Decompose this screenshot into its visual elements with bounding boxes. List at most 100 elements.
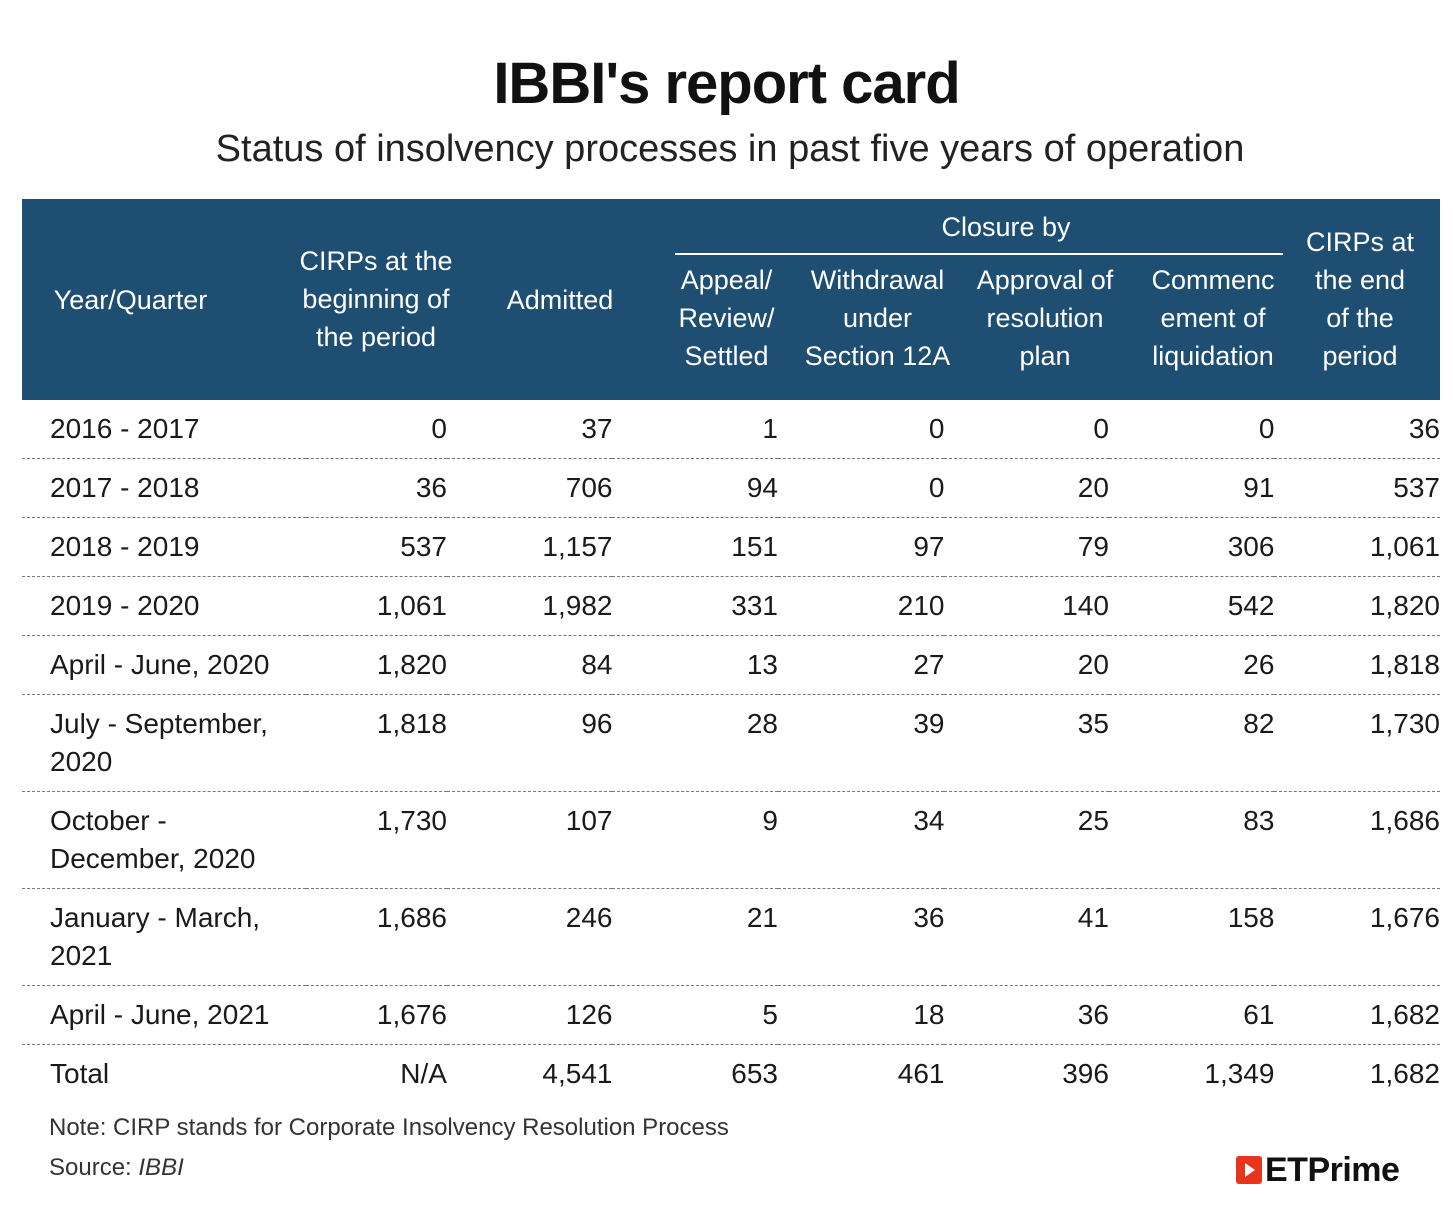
cell-approval: 41	[944, 888, 1109, 986]
table-row: 2018 - 2019 537 1,157 151 97 79 306 1,061	[22, 517, 1440, 577]
cell-end: 537	[1274, 458, 1440, 518]
cell-appeal: 331	[612, 576, 778, 636]
cell-withdrawal: 461	[897, 1058, 945, 1089]
period-label-line: 2016 - 2017	[50, 413, 200, 444]
period-label-line: 2019 - 2020	[50, 590, 200, 621]
table-row: 2019 - 2020 1,061 1,982 331 210 140 542 1,820	[22, 576, 1440, 636]
period-label: 2017 - 2018	[22, 458, 306, 518]
cell-approval: 20	[944, 458, 1109, 518]
cell-approval: 396	[1062, 1058, 1109, 1089]
cell-liquidation: 91	[1108, 458, 1275, 518]
period-label: 2016 - 2017	[22, 400, 306, 459]
cell-admitted: 1,157	[446, 517, 613, 577]
period-label: April - June, 2021	[22, 985, 306, 1045]
table-row: January - March, 2021 1,686 246 21 36 41 158 1,6…	[22, 888, 1440, 986]
period-label: April - June, 2020	[22, 635, 306, 695]
cell-end: 1,818	[1274, 635, 1440, 695]
cell-appeal: 1	[612, 400, 778, 459]
cell-appeal: 9	[612, 791, 778, 889]
cell-begin: 1,730	[306, 791, 447, 889]
period-label: 2018 - 2019	[22, 517, 306, 577]
cell-withdrawal: 27	[777, 635, 945, 695]
cell-begin: 1,061	[306, 576, 447, 636]
cell-liquidation: 158	[1108, 888, 1275, 986]
cell-end: 1,820	[1274, 576, 1440, 636]
cell-admitted: 4,541	[542, 1058, 613, 1089]
period-label-line: April - June, 2021	[50, 999, 270, 1030]
cell-end: 1,682	[1274, 985, 1440, 1045]
cell-withdrawal: 39	[777, 694, 945, 792]
table-header: Year/Quarter CIRPs at the beginning of t…	[22, 199, 1440, 400]
header-commencement-liquidation: Commenc ement of liquidation	[1151, 265, 1275, 371]
data-table: 2016 - 2017 0 37 1 0 0 0 36 2017 - 2018 36 706 94 0 2…	[22, 400, 1440, 1103]
cell-approval: 79	[944, 517, 1109, 577]
header-withdrawal-12a: Withdrawal under Section 12A	[804, 265, 951, 371]
period-label-line: July - September,	[50, 708, 268, 739]
brand-name: ETPrime	[1265, 1150, 1400, 1189]
cell-end: 1,686	[1274, 791, 1440, 889]
cell-admitted: 246	[446, 888, 613, 986]
period-label: October - December, 2020	[22, 791, 306, 889]
period-label-line: 2018 - 2019	[50, 531, 200, 562]
source-label: Source:	[49, 1154, 139, 1181]
cell-approval: 36	[944, 985, 1109, 1045]
cell-appeal: 151	[612, 517, 778, 577]
cell-withdrawal: 18	[777, 985, 945, 1045]
cell-liquidation: 61	[1108, 985, 1275, 1045]
cell-approval: 140	[944, 576, 1109, 636]
cell-begin: N/A	[400, 1058, 447, 1089]
cell-approval: 20	[944, 635, 1109, 695]
cell-appeal: 21	[612, 888, 778, 986]
cell-approval: 35	[944, 694, 1109, 792]
table-row: 2017 - 2018 36 706 94 0 20 91 537	[22, 458, 1440, 518]
period-label-line: 2017 - 2018	[50, 472, 200, 503]
cell-appeal: 28	[612, 694, 778, 792]
table-row: April - June, 2021 1,676 126 5 18 36 61 1,682	[22, 985, 1440, 1045]
header-cirps-beginning: CIRPs at the beginning of the period	[299, 246, 453, 352]
cell-admitted: 96	[446, 694, 613, 792]
cell-begin: 1,686	[306, 888, 447, 986]
cell-admitted: 706	[446, 458, 613, 518]
header-admitted: Admitted	[506, 285, 614, 315]
period-label-line: October -	[50, 805, 167, 836]
cell-withdrawal: 210	[777, 576, 945, 636]
total-row: Total N/A 4,541 653 461 396 1,349 1,682	[22, 1045, 1440, 1104]
header-appeal-review-settled: Appeal/ Review/ Settled	[678, 265, 775, 371]
period-label-line: Total	[50, 1058, 110, 1089]
cell-end: 1,730	[1274, 694, 1440, 792]
period-label-line: January - March,	[50, 902, 261, 933]
period-label-line: 2021	[50, 940, 113, 971]
cell-begin: 537	[306, 517, 447, 577]
cell-appeal: 94	[612, 458, 778, 518]
period-label-line: December, 2020	[50, 843, 256, 874]
period-label: Total	[22, 1045, 306, 1104]
header-approval-resolution-plan: Approval of resolution plan	[976, 265, 1114, 371]
cell-withdrawal: 36	[777, 888, 945, 986]
cell-liquidation: 83	[1108, 791, 1275, 889]
cell-admitted: 37	[446, 400, 613, 459]
cell-admitted: 107	[446, 791, 613, 889]
cell-withdrawal: 0	[777, 400, 945, 459]
header-year-quarter: Year/Quarter	[53, 285, 208, 315]
cell-begin: 1,818	[306, 694, 447, 792]
header-cirps-end: CIRPs at the end of the period	[1305, 227, 1415, 371]
table-row: April - June, 2020 1,820 84 13 27 20 26 1,818	[22, 635, 1440, 695]
period-label: 2019 - 2020	[22, 576, 306, 636]
chart-title: IBBI's report card	[493, 51, 960, 116]
cell-approval: 25	[944, 791, 1109, 889]
table-row: July - September, 2020 1,818 96 28 39 35 82 1,73…	[22, 694, 1440, 792]
cell-liquidation: 0	[1108, 400, 1275, 459]
table-row: October - December, 2020 1,730 107 9 34 25 83 1,…	[22, 791, 1440, 889]
cell-liquidation: 306	[1108, 517, 1275, 577]
cell-withdrawal: 34	[777, 791, 945, 889]
cell-begin: 36	[306, 458, 447, 518]
period-label-line: April - June, 2020	[50, 649, 270, 680]
closure-by-underline	[675, 253, 1283, 255]
cell-liquidation: 82	[1108, 694, 1275, 792]
cell-withdrawal: 0	[777, 458, 945, 518]
period-label-line: 2020	[50, 746, 113, 777]
cell-withdrawal: 97	[777, 517, 945, 577]
cell-approval: 0	[944, 400, 1109, 459]
period-label: July - September, 2020	[22, 694, 306, 792]
period-label: January - March, 2021	[22, 888, 306, 986]
